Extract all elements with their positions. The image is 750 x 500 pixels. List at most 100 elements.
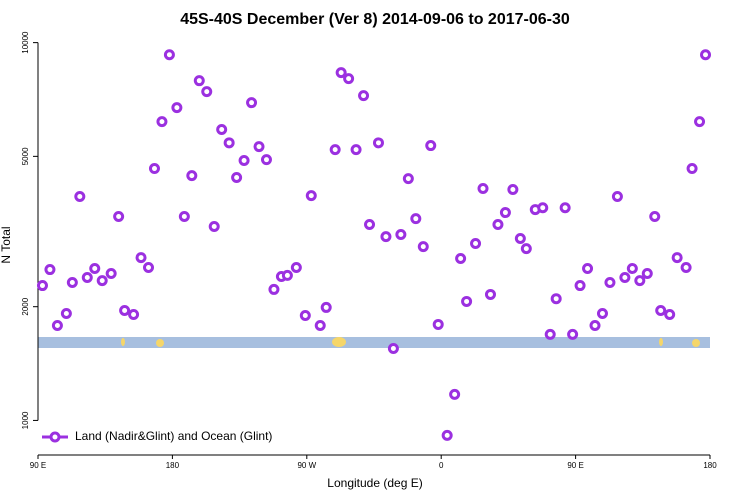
data-point <box>492 219 504 231</box>
data-point <box>238 155 250 167</box>
data-point <box>574 280 586 292</box>
data-point <box>60 307 72 319</box>
data-point <box>314 320 326 332</box>
data-point <box>305 190 317 202</box>
data-point <box>216 123 228 135</box>
data-point <box>171 102 183 114</box>
data-point <box>520 243 532 255</box>
data-point <box>223 137 235 149</box>
data-point <box>380 231 392 243</box>
legend-item: Land (Nadir&Glint) and Ocean (Glint) <box>42 429 272 443</box>
data-point <box>358 90 370 102</box>
data-point <box>253 141 265 153</box>
data-point <box>655 305 667 317</box>
data-point <box>449 388 461 400</box>
data-point <box>680 261 692 273</box>
data-point <box>372 137 384 149</box>
data-point <box>441 429 453 441</box>
data-point <box>299 309 311 321</box>
y-tick-label: 2000 <box>21 297 30 315</box>
data-point <box>44 264 56 276</box>
data-point <box>208 221 220 233</box>
data-point <box>671 252 683 264</box>
data-point <box>281 269 293 281</box>
data-point <box>231 172 243 184</box>
data-point <box>343 73 355 85</box>
data-point <box>178 211 190 223</box>
data-point <box>36 280 48 292</box>
data-point <box>649 211 661 223</box>
data-point <box>290 261 302 273</box>
data-point <box>550 293 562 305</box>
data-point <box>246 97 258 109</box>
data-point <box>395 229 407 241</box>
data-point <box>201 86 213 98</box>
data-point <box>425 140 437 152</box>
data-point <box>329 144 341 156</box>
data-point <box>193 75 205 87</box>
data-point <box>461 295 473 307</box>
data-point <box>148 163 160 175</box>
data-point <box>537 202 549 214</box>
data-point <box>686 163 698 175</box>
data-point <box>350 144 362 156</box>
data-point <box>477 183 489 195</box>
data-point <box>559 202 571 214</box>
data-point <box>81 272 93 284</box>
data-point <box>417 241 429 253</box>
data-point <box>335 67 347 79</box>
data-point <box>567 328 579 340</box>
surface-strip <box>38 337 710 348</box>
y-tick-label: 10000 <box>21 31 30 54</box>
chart-title: 45S-40S December (Ver 8) 2014-09-06 to 2… <box>180 11 570 28</box>
data-point <box>66 276 78 288</box>
data-point <box>544 328 556 340</box>
data-point <box>105 268 117 280</box>
data-point <box>402 173 414 185</box>
data-point <box>260 154 272 166</box>
data-point <box>143 261 155 273</box>
data-point <box>604 276 616 288</box>
x-tick-label: 180 <box>166 461 180 470</box>
data-point <box>119 305 131 317</box>
data-point <box>156 116 168 128</box>
data-point <box>135 252 147 264</box>
data-point <box>700 49 712 61</box>
x-axis-label: Longitude (deg E) <box>327 476 422 490</box>
data-point <box>641 268 653 280</box>
data-point <box>611 190 623 202</box>
data-point <box>410 213 422 225</box>
data-point <box>51 320 63 332</box>
data-point <box>589 320 601 332</box>
data-point <box>128 309 140 321</box>
data-point <box>387 343 399 355</box>
data-point <box>364 219 376 231</box>
x-tick-label: 180 <box>703 461 717 470</box>
data-point <box>619 272 631 284</box>
data-point <box>163 49 175 61</box>
data-point <box>499 207 511 219</box>
legend-marker <box>49 431 61 443</box>
data-point <box>694 116 706 128</box>
data-point <box>268 283 280 295</box>
data-point <box>432 318 444 330</box>
data-point <box>664 309 676 321</box>
data-point <box>186 170 198 182</box>
data-point <box>596 307 608 319</box>
data-point <box>514 233 526 245</box>
data-point <box>89 263 101 275</box>
data-point <box>634 275 646 287</box>
data-point <box>470 237 482 249</box>
y-axis-label: N Total <box>0 226 13 263</box>
data-point <box>96 275 108 287</box>
data-point <box>484 288 496 300</box>
legend-label: Land (Nadir&Glint) and Ocean (Glint) <box>75 429 272 443</box>
x-tick-label: 90 E <box>30 461 46 470</box>
x-tick-label: 90 E <box>567 461 583 470</box>
data-point <box>626 263 638 275</box>
y-tick-label: 1000 <box>21 411 30 429</box>
data-point <box>320 301 332 313</box>
data-point <box>455 252 467 264</box>
data-point <box>74 190 86 202</box>
x-tick-label: 0 <box>439 461 444 470</box>
